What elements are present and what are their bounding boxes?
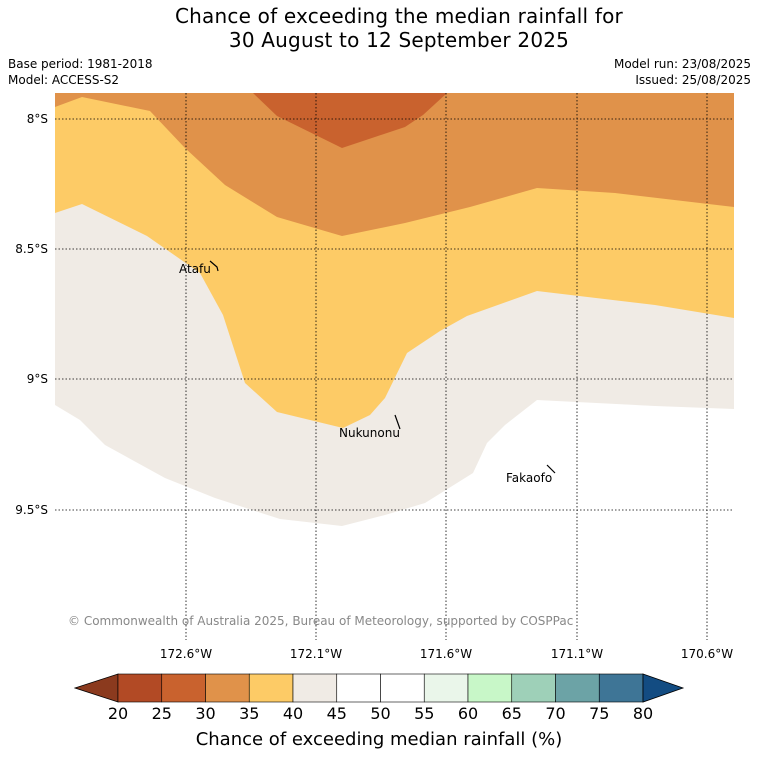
colorbar-segment [512, 674, 556, 702]
legend-tick-label: 65 [492, 704, 532, 723]
title-line-2: 30 August to 12 September 2025 [0, 28, 758, 52]
lat-label-9-5s: 9.5°S [8, 503, 48, 517]
colorbar-segment [381, 674, 425, 702]
place-nukunonu: Nukunonu [339, 426, 400, 440]
lon-label-171-1w: 171.1°W [542, 647, 612, 661]
colorbar-segment [468, 674, 512, 702]
lon-label-172-1w: 172.1°W [281, 647, 351, 661]
map-title: Chance of exceeding the median rainfall … [0, 4, 758, 52]
copyright-notice: © Commonwealth of Australia 2025, Bureau… [68, 614, 573, 628]
colorbar-segment [556, 674, 600, 702]
legend-tick-label: 50 [361, 704, 401, 723]
lat-label-8s: 8°S [8, 112, 48, 126]
meta-left: Base period: 1981-2018 Model: ACCESS-S2 [8, 56, 153, 88]
issued-date: Issued: 25/08/2025 [614, 72, 751, 88]
colorbar-segment [424, 674, 468, 702]
place-fakaofo: Fakaofo [506, 471, 552, 485]
colorbar-segment [206, 674, 250, 702]
title-line-1: Chance of exceeding the median rainfall … [0, 4, 758, 28]
lon-label-172-6w: 172.6°W [151, 647, 221, 661]
legend-tick-label: 60 [448, 704, 488, 723]
legend-title: Chance of exceeding median rainfall (%) [0, 729, 758, 750]
legend-tick-label: 25 [142, 704, 182, 723]
meta-right: Model run: 23/08/2025 Issued: 25/08/2025 [614, 56, 751, 88]
legend-tick-label: 75 [579, 704, 619, 723]
legend-tick-label: 40 [273, 704, 313, 723]
colorbar-segment [599, 674, 643, 702]
legend-tick-label: 45 [317, 704, 357, 723]
map-area[interactable] [55, 93, 734, 640]
legend-tick-label: 20 [98, 704, 138, 723]
legend-tick-label: 70 [536, 704, 576, 723]
model-run: Model run: 23/08/2025 [614, 56, 751, 72]
legend-tick-label: 55 [404, 704, 444, 723]
legend-tick-label: 30 [186, 704, 226, 723]
place-atafu: Atafu [179, 262, 211, 276]
colorbar-segment [337, 674, 381, 702]
legend-tick-label: 35 [229, 704, 269, 723]
map-svg [55, 93, 734, 640]
legend-tick-label: 80 [623, 704, 663, 723]
lat-label-9s: 9°S [8, 372, 48, 386]
colorbar-segment [249, 674, 293, 702]
legend-colorbar [74, 673, 686, 703]
model-name: Model: ACCESS-S2 [8, 72, 153, 88]
lat-label-8-5s: 8.5°S [8, 242, 48, 256]
colorbar-segment [293, 674, 337, 702]
colorbar-extend-high [643, 674, 683, 702]
lon-label-170-6w: 170.6°W [672, 647, 742, 661]
lon-label-171-6w: 171.6°W [411, 647, 481, 661]
base-period: Base period: 1981-2018 [8, 56, 153, 72]
colorbar-segment [118, 674, 162, 702]
colorbar-extend-low [75, 674, 118, 702]
colorbar-segment [162, 674, 206, 702]
